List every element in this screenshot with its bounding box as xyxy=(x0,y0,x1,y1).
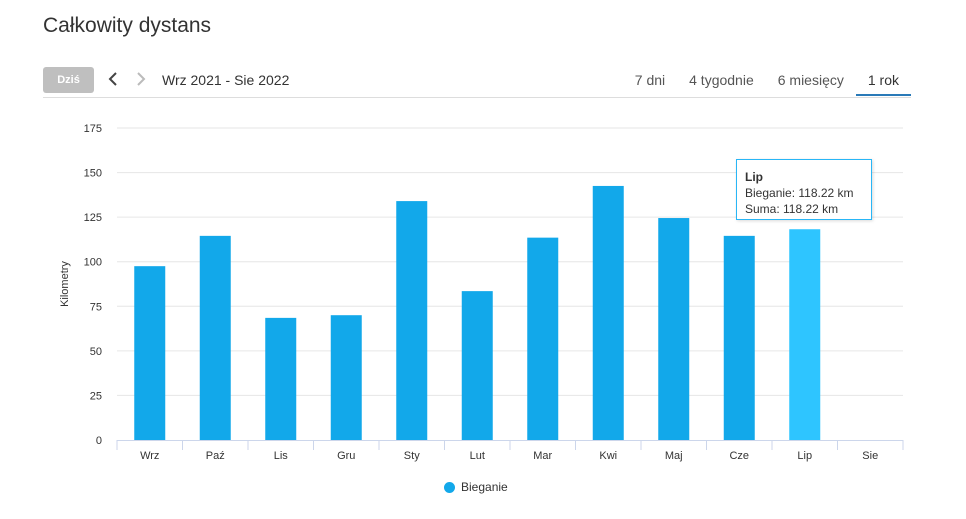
x-tick-label: Lis xyxy=(274,450,289,462)
bar-0[interactable] xyxy=(134,266,166,440)
today-button[interactable]: Dziś xyxy=(43,67,94,93)
y-tick-label: 75 xyxy=(90,301,102,313)
bar-1[interactable] xyxy=(199,235,231,440)
y-tick-label: 125 xyxy=(84,212,102,224)
x-tick-label: Kwi xyxy=(599,450,617,462)
x-tick-label: Mar xyxy=(533,450,552,462)
y-tick-label: 50 xyxy=(90,346,102,358)
chart-legend[interactable]: Bieganie xyxy=(444,480,508,494)
tooltip: Lip Bieganie: 118.22 km Suma: 118.22 km xyxy=(736,159,872,220)
bar-5[interactable] xyxy=(461,291,493,440)
bar-4[interactable] xyxy=(396,201,428,440)
tooltip-total-value: Suma: 118.22 km xyxy=(745,202,839,216)
date-range-label: Wrz 2021 - Sie 2022 xyxy=(162,72,290,88)
x-tick-label: Paź xyxy=(206,450,225,462)
x-tick-label: Lut xyxy=(470,450,485,462)
tooltip-series-value: Bieganie: 118.22 km xyxy=(745,186,854,200)
previous-period-button[interactable] xyxy=(105,69,121,89)
x-tick-label: Cze xyxy=(729,450,749,462)
x-tick-label: Wrz xyxy=(140,450,159,462)
y-axis-label: Kilometry xyxy=(59,261,71,307)
period-tabs: 7 dni 4 tygodnie 6 miesięcy 1 rok xyxy=(623,62,911,96)
y-axis: 0 25 50 75 100 125 150 175 xyxy=(84,123,102,447)
bar-9[interactable] xyxy=(723,235,755,440)
y-tick-label: 0 xyxy=(96,435,102,447)
bar-7[interactable] xyxy=(592,185,624,440)
tab-4-weeks[interactable]: 4 tygodnie xyxy=(689,72,754,88)
bar-3[interactable] xyxy=(330,315,362,440)
bar-10[interactable] xyxy=(789,229,821,440)
x-tick-label: Sie xyxy=(862,450,878,462)
x-tick-label: Lip xyxy=(797,450,812,462)
tab-7-days[interactable]: 7 dni xyxy=(634,72,666,88)
header-divider xyxy=(43,97,911,98)
chevron-left-icon xyxy=(108,72,117,86)
x-tick-label: Gru xyxy=(337,450,355,462)
y-tick-label: 175 xyxy=(84,123,102,135)
chevron-right-icon xyxy=(137,72,146,86)
x-tick-label: Maj xyxy=(665,450,683,462)
x-tick-label: Sty xyxy=(404,450,420,462)
tab-6-months[interactable]: 6 miesięcy xyxy=(777,72,844,88)
y-tick-label: 150 xyxy=(84,168,102,180)
y-tick-label: 25 xyxy=(90,390,102,402)
x-axis: Wrz Paź Lis Gru Sty Lut Mar Kwi Maj Cze Lip Sie xyxy=(116,440,904,462)
bar-8[interactable] xyxy=(658,218,690,440)
tooltip-title: Lip xyxy=(745,170,763,184)
bar-2[interactable] xyxy=(265,317,297,440)
legend-dot-icon xyxy=(444,481,455,493)
chart-bars xyxy=(134,185,821,440)
next-period-button[interactable] xyxy=(133,69,149,89)
page-title: Całkowity dystans xyxy=(43,14,212,37)
legend-label: Bieganie xyxy=(461,480,508,494)
bar-6[interactable] xyxy=(527,237,559,440)
tab-1-year[interactable]: 1 rok xyxy=(855,62,911,96)
y-tick-label: 100 xyxy=(84,257,102,269)
